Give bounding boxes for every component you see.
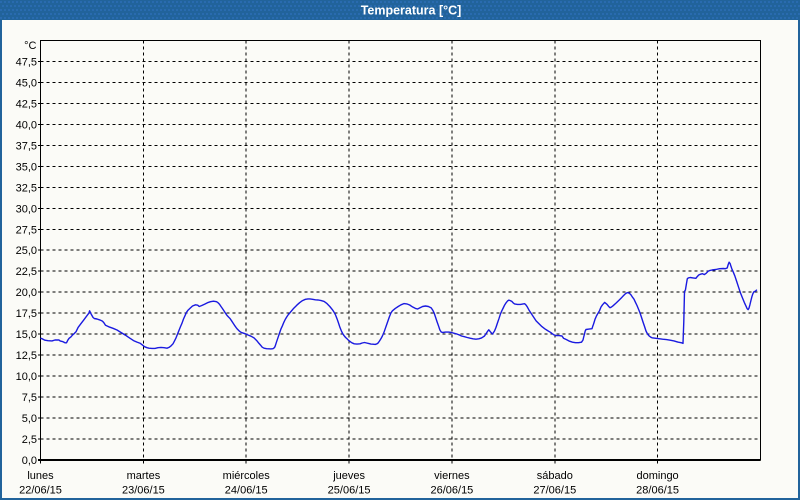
svg-text:sábado: sábado <box>537 470 573 482</box>
svg-text:37,5: 37,5 <box>16 140 37 152</box>
svg-text:12,5: 12,5 <box>16 350 37 362</box>
svg-text:22,5: 22,5 <box>16 266 37 278</box>
svg-text:22/06/15: 22/06/15 <box>19 485 62 497</box>
svg-text:20,0: 20,0 <box>16 287 37 299</box>
svg-text:35,0: 35,0 <box>16 161 37 173</box>
svg-text:domingo: domingo <box>636 470 678 482</box>
svg-text:15,0: 15,0 <box>16 329 37 341</box>
svg-text:27/06/15: 27/06/15 <box>533 485 576 497</box>
svg-text:30,0: 30,0 <box>16 203 37 215</box>
svg-text:miércoles: miércoles <box>223 470 271 482</box>
svg-text:viernes: viernes <box>434 470 470 482</box>
svg-text:42,5: 42,5 <box>16 98 37 110</box>
svg-text:40,0: 40,0 <box>16 119 37 131</box>
svg-text:2,5: 2,5 <box>22 434 37 446</box>
svg-text:26/06/15: 26/06/15 <box>430 485 473 497</box>
svg-text:10,0: 10,0 <box>16 371 37 383</box>
svg-text:23/06/15: 23/06/15 <box>122 485 165 497</box>
svg-text:24/06/15: 24/06/15 <box>225 485 268 497</box>
svg-text:Temperatura [°C]: Temperatura [°C] <box>361 4 462 18</box>
svg-text:32,5: 32,5 <box>16 182 37 194</box>
svg-text:martes: martes <box>127 470 161 482</box>
svg-text:lunes: lunes <box>27 470 54 482</box>
svg-text:7,5: 7,5 <box>22 392 37 404</box>
svg-text:5,0: 5,0 <box>22 413 37 425</box>
svg-text:25,0: 25,0 <box>16 245 37 257</box>
svg-text:0,0: 0,0 <box>22 455 37 467</box>
svg-text:45,0: 45,0 <box>16 77 37 89</box>
svg-text:47,5: 47,5 <box>16 57 37 69</box>
svg-text:°C: °C <box>24 40 36 52</box>
svg-text:25/06/15: 25/06/15 <box>328 485 371 497</box>
svg-text:27,5: 27,5 <box>16 224 37 236</box>
svg-text:jueves: jueves <box>332 470 365 482</box>
svg-text:28/06/15: 28/06/15 <box>636 485 679 497</box>
svg-text:17,5: 17,5 <box>16 308 37 320</box>
